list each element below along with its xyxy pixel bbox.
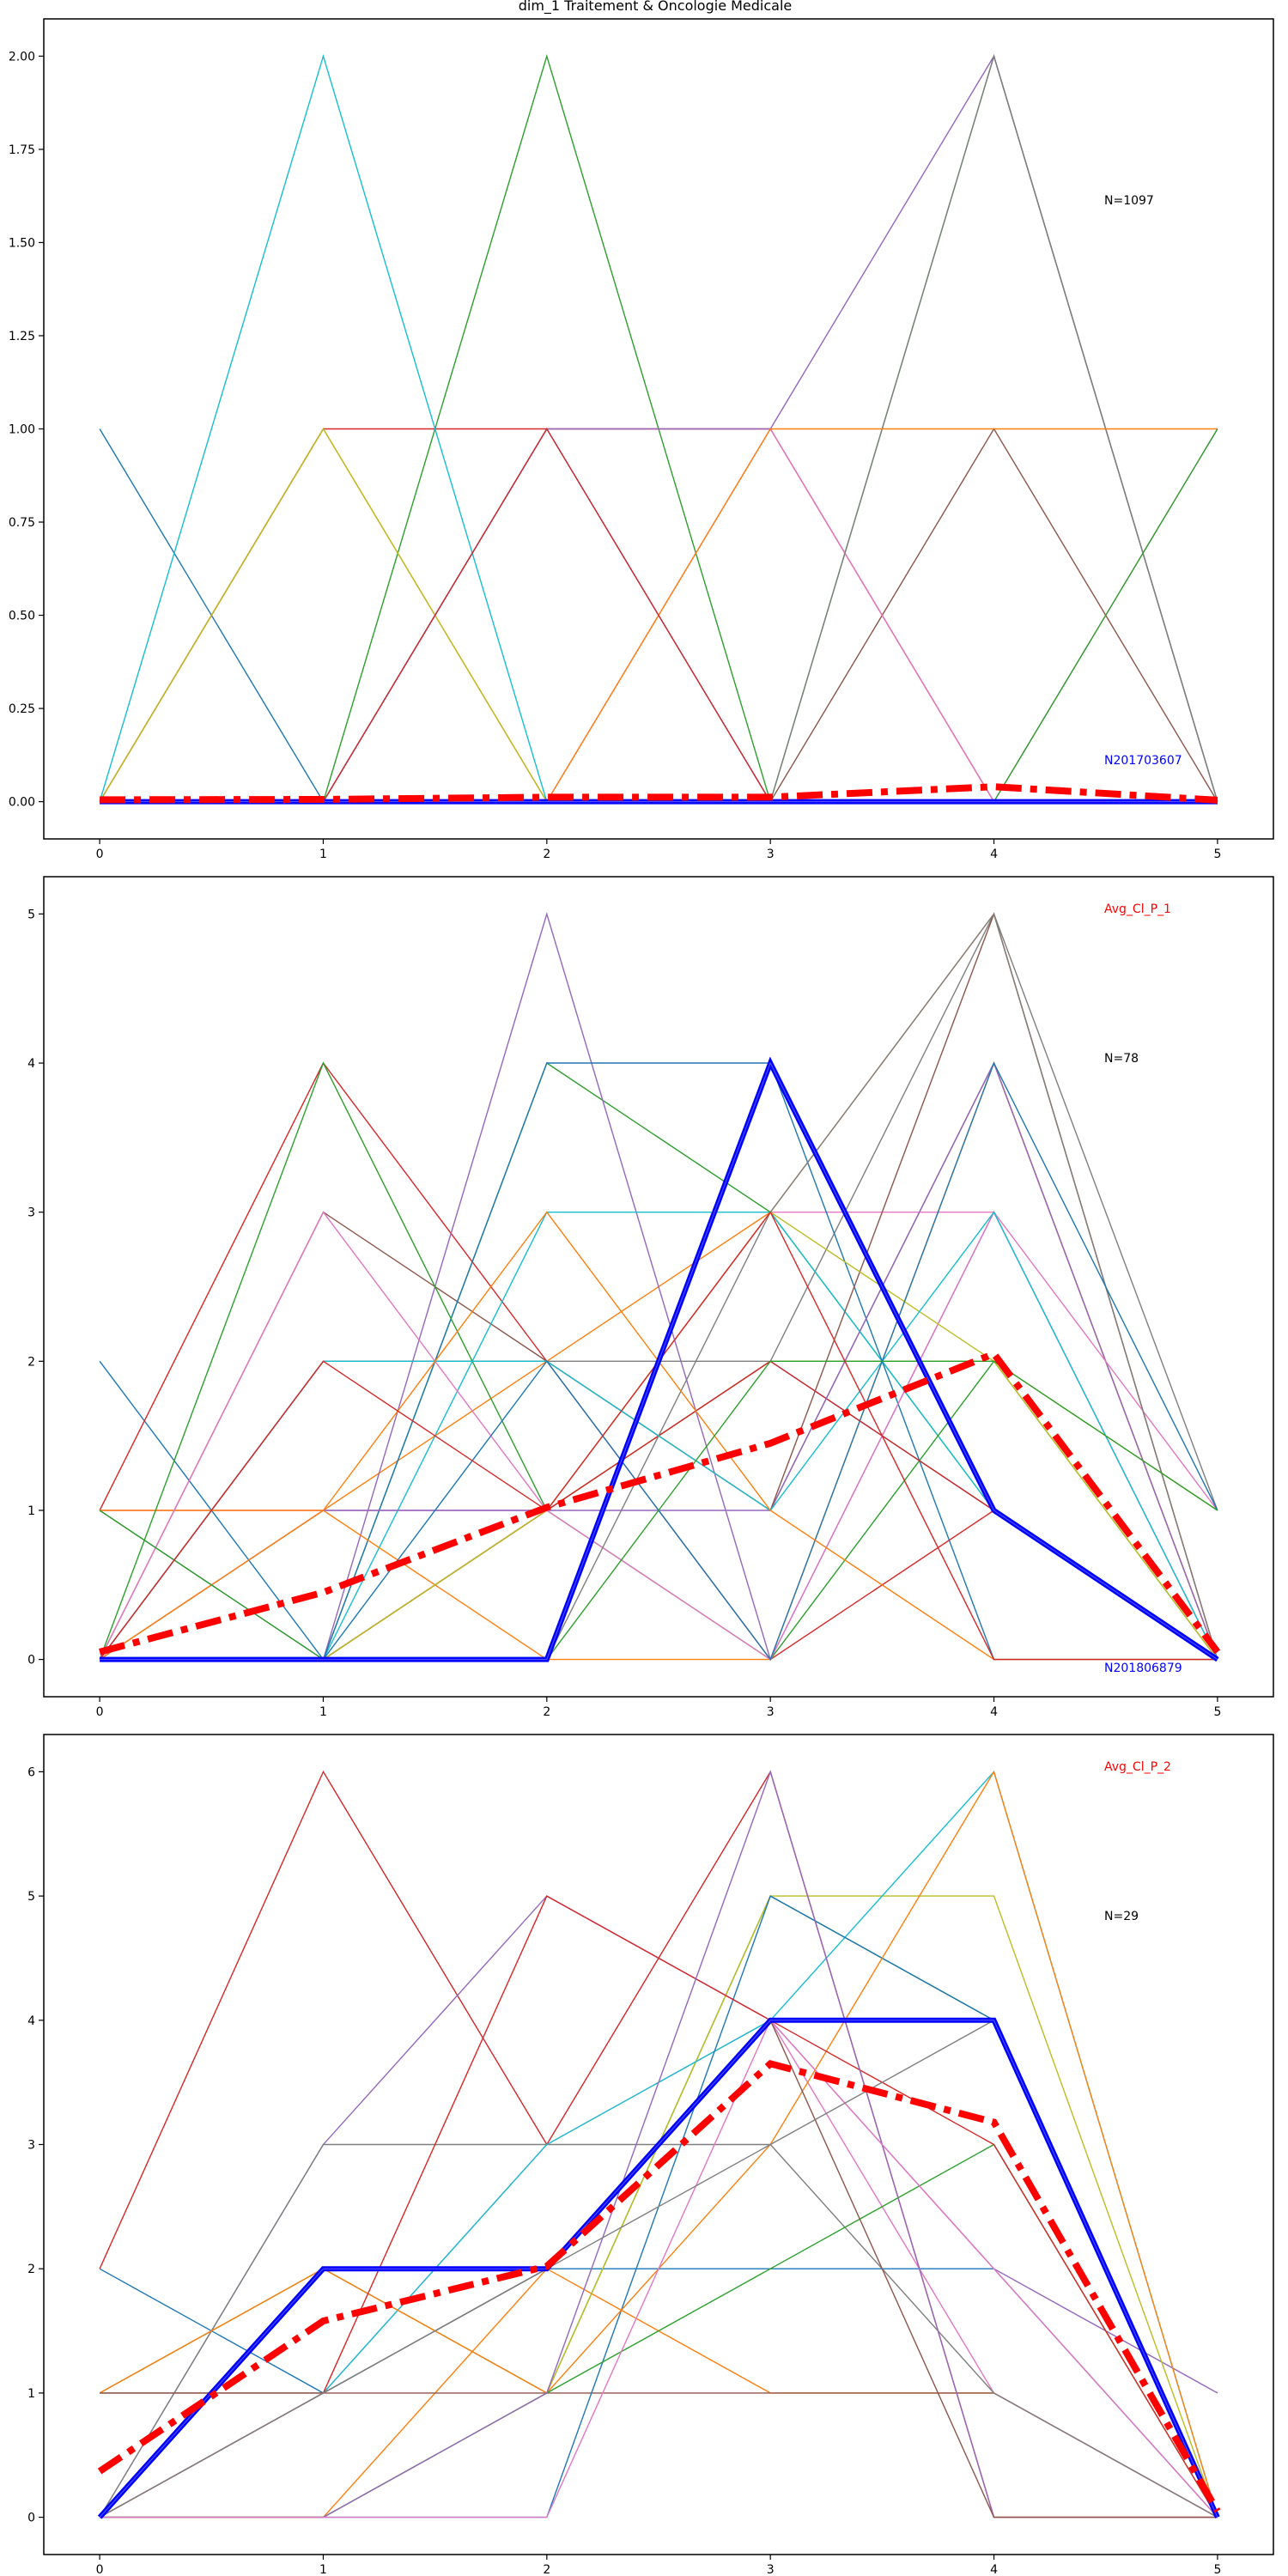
- axes-frame: [43, 876, 1274, 1698]
- highlight-line: [97, 2017, 1220, 2519]
- highlight-line: [100, 1056, 1219, 1662]
- subplot-1: 0 1 2 3 4 5 0.00 0.25 0.50 0.75 1.00 1.25 1.50 1.75 2.…: [9, 18, 1274, 861]
- average-label: Avg_Cl_P_2: [1104, 1760, 1171, 1774]
- y-tick-label: 1.75: [9, 143, 35, 157]
- x-tick-label: 2: [543, 2563, 550, 2576]
- y-tick-label: 0.25: [9, 702, 35, 716]
- subplot-3: 0 1 2 3 4 5 0 1 2 3 4 5 6 Avg_Cl_P_2 N=29: [27, 1734, 1274, 2576]
- count-label: N=29: [1104, 1910, 1139, 1923]
- x-tick-label: 0: [96, 2563, 104, 2576]
- x-tick-label: 1: [319, 2563, 327, 2576]
- highlight-id-label: N201806879: [1104, 1662, 1182, 1675]
- y-tick-label: 1: [27, 2387, 35, 2401]
- y-tick-label: 0: [27, 1654, 35, 1668]
- x-tick-label: 0: [96, 1705, 104, 1719]
- series-line-23: [99, 1360, 1218, 1661]
- y-tick-label: 5: [27, 1890, 35, 1904]
- highlight-line-core: [100, 1061, 1218, 1661]
- y-tick-label: 2: [27, 2263, 35, 2276]
- x-axis: 0 1 2 3 4 5: [96, 2555, 1221, 2576]
- series-line-17: [99, 1211, 1218, 1661]
- count-label: N=78: [1104, 1052, 1139, 1066]
- y-tick-label: 0.50: [9, 610, 35, 623]
- series-lines: [99, 53, 1218, 805]
- x-tick-label: 3: [767, 2563, 775, 2576]
- y-axis: 0.00 0.25 0.50 0.75 1.00 1.25 1.50 1.75 2.00: [9, 50, 44, 810]
- annotations: Avg_Cl_P_1 N=78 N201806879: [1104, 902, 1182, 1675]
- y-tick-label: 4: [27, 1057, 35, 1071]
- x-tick-label: 5: [1213, 1705, 1221, 1719]
- average-line: [99, 1349, 1221, 1656]
- annotations: Avg_Cl_P_2 N=29: [1104, 1760, 1171, 1923]
- y-tick-label: 2.00: [9, 50, 35, 64]
- x-tick-label: 3: [767, 848, 775, 861]
- highlight-id-label: N201703607: [1104, 754, 1182, 768]
- x-tick-label: 1: [319, 848, 327, 861]
- average-line: [97, 2059, 1221, 2513]
- y-axis: 0 1 2 3 4 5: [27, 908, 44, 1668]
- x-tick-label: 2: [543, 848, 550, 861]
- x-tick-label: 5: [1213, 848, 1221, 861]
- x-tick-label: 1: [319, 1705, 327, 1719]
- series-line-17: [100, 2019, 1218, 2518]
- y-axis: 0 1 2 3 4 5 6: [27, 1765, 44, 2525]
- average-label: Avg_Cl_P_1: [1104, 902, 1171, 916]
- y-tick-label: 0.00: [9, 796, 35, 810]
- x-tick-label: 2: [543, 1705, 550, 1719]
- y-tick-label: 2: [27, 1355, 35, 1369]
- average-line: [100, 783, 1218, 804]
- y-tick-label: 6: [27, 1765, 35, 1779]
- x-tick-label: 4: [990, 848, 998, 861]
- series-lines: [99, 911, 1221, 1662]
- x-tick-label: 5: [1213, 2563, 1221, 2576]
- highlight-line-core: [99, 2020, 1218, 2518]
- y-tick-label: 1: [27, 1504, 35, 1518]
- y-tick-label: 3: [27, 1206, 35, 1220]
- x-axis: 0 1 2 3 4 5: [96, 839, 1221, 861]
- series-lines: [97, 1770, 1221, 2519]
- y-tick-label: 1.25: [9, 330, 35, 343]
- annotations: N=1097 N201703607: [1104, 194, 1182, 768]
- x-tick-label: 0: [96, 848, 104, 861]
- x-axis: 0 1 2 3 4 5: [96, 1697, 1221, 1719]
- subplot-2: 0 1 2 3 4 5 0 1 2 3 4 5 Avg_Cl_P_1 N=78 N201806879: [27, 876, 1274, 1719]
- y-tick-label: 3: [27, 2139, 35, 2153]
- x-tick-label: 3: [767, 1705, 775, 1719]
- x-tick-label: 4: [990, 1705, 998, 1719]
- y-tick-label: 0: [27, 2512, 35, 2525]
- count-label: N=1097: [1104, 194, 1154, 208]
- x-tick-label: 4: [990, 2563, 998, 2576]
- y-tick-label: 0.75: [9, 516, 35, 530]
- y-tick-label: 1.00: [9, 423, 35, 437]
- y-tick-label: 1.50: [9, 236, 35, 250]
- y-tick-label: 5: [27, 908, 35, 921]
- figure-title: dim_1 Traitement & Oncologie Medicale: [519, 0, 793, 15]
- y-tick-label: 4: [27, 2014, 35, 2028]
- subplots: 0 1 2 3 4 5 0.00 0.25 0.50 0.75 1.00 1.25 1.50 1.75 2.…: [9, 18, 1274, 2576]
